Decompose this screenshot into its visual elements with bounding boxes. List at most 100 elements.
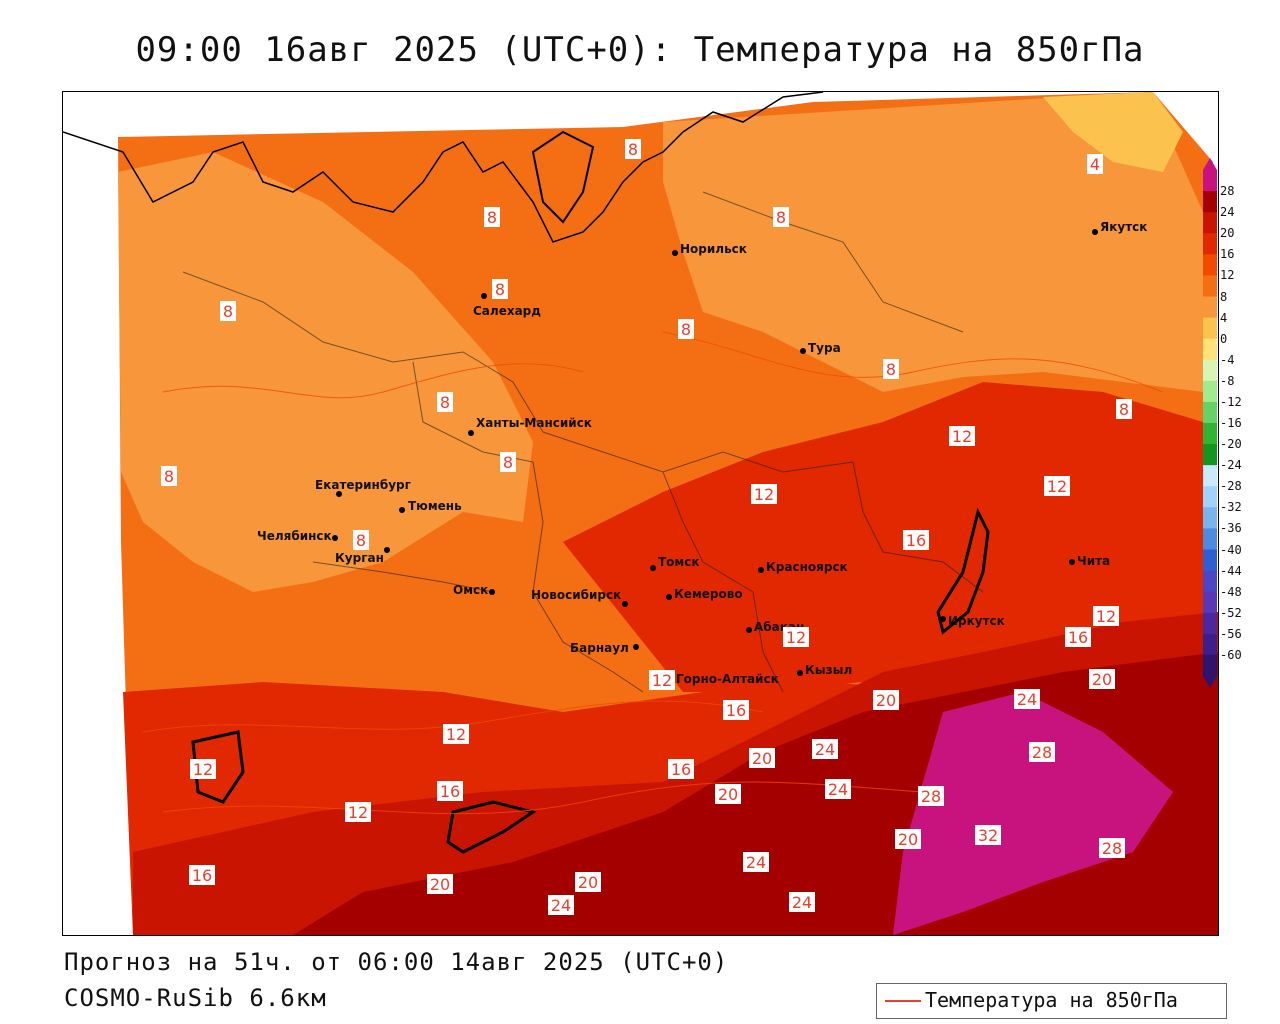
contour-label: 16 — [189, 865, 215, 885]
contour-label: 24 — [1014, 689, 1040, 709]
colorbar-tick-label: 20 — [1220, 226, 1235, 241]
colorbar-tick-label: -56 — [1220, 626, 1242, 641]
colorbar-tick-label: 12 — [1220, 268, 1235, 283]
colorbar-tick-label: -40 — [1220, 542, 1242, 557]
city-marker: Челябинск — [257, 529, 338, 543]
city-marker: Томск — [650, 555, 700, 571]
city-marker: Салехард — [473, 293, 541, 318]
colorbar-tick-label: -4 — [1220, 352, 1235, 367]
contour-label: 12 — [443, 724, 469, 744]
svg-text:16: 16 — [671, 760, 691, 779]
colorbar-tick-label: -28 — [1220, 479, 1242, 494]
map-title: 09:00 16авг 2025 (UTC+0): Температура на… — [135, 30, 1145, 70]
contour-label: 20 — [427, 874, 453, 894]
colorbar-swatch — [1203, 296, 1217, 319]
colorbar-swatch — [1203, 338, 1217, 361]
contour-label: 20 — [1089, 669, 1115, 689]
colorbar-swatch — [1203, 549, 1217, 572]
svg-text:24: 24 — [792, 893, 812, 912]
svg-text:Томск: Томск — [658, 555, 700, 569]
svg-text:4: 4 — [1090, 155, 1100, 174]
city-marker: Кызыл — [797, 663, 852, 677]
svg-text:8: 8 — [681, 320, 691, 339]
colorbar-swatch — [1203, 191, 1217, 213]
colorbar-swatch — [1203, 401, 1217, 424]
colorbar-swatch — [1203, 570, 1217, 593]
colorbar-tick-label: 24 — [1220, 205, 1235, 220]
svg-text:Норильск: Норильск — [680, 242, 747, 256]
contour-label: 24 — [825, 779, 851, 799]
contour-label: 16 — [903, 530, 929, 550]
contour-label: 12 — [949, 426, 975, 446]
svg-text:12: 12 — [193, 760, 213, 779]
svg-text:8: 8 — [164, 467, 174, 486]
contour-label: 4 — [1087, 154, 1103, 174]
map-legend: Температура на 850гПа — [876, 983, 1227, 1019]
colorbar-tick-label: 4 — [1220, 310, 1228, 325]
colorbar-swatch — [1203, 275, 1217, 297]
contour-label: 28 — [918, 786, 944, 806]
contour-label: 24 — [789, 892, 815, 912]
svg-text:20: 20 — [578, 873, 598, 892]
svg-text:12: 12 — [786, 628, 806, 647]
contour-label: 8 — [161, 466, 177, 486]
model-name: COSMO-RuSib 6.6км — [64, 984, 327, 1012]
svg-text:16: 16 — [440, 782, 460, 801]
colorbar-swatch — [1203, 444, 1217, 466]
svg-text:8: 8 — [628, 140, 638, 159]
colorbar-swatch — [1203, 359, 1217, 382]
contour-label: 12 — [751, 484, 777, 504]
contour-label: 12 — [1093, 606, 1119, 626]
colorbar-swatch — [1203, 507, 1217, 529]
svg-text:Барнаул: Барнаул — [570, 641, 629, 655]
city-marker: Чита — [1069, 554, 1110, 568]
city-marker: Тура — [800, 341, 841, 355]
contour-label: 32 — [975, 825, 1001, 845]
svg-text:8: 8 — [356, 531, 366, 550]
colorbar-swatch — [1203, 654, 1217, 677]
colorbar-swatch — [1203, 528, 1217, 550]
svg-text:Красноярск: Красноярск — [766, 560, 848, 574]
contour-label: 20 — [715, 784, 741, 804]
svg-text:12: 12 — [952, 427, 972, 446]
contour-label: 8 — [500, 452, 516, 472]
city-marker: Ханты-Мансийск — [468, 416, 592, 436]
contour-label: 8 — [1116, 399, 1132, 419]
svg-text:Тура: Тура — [808, 341, 841, 355]
svg-text:Горно-Алтайск: Горно-Алтайск — [676, 672, 779, 686]
svg-text:20: 20 — [876, 691, 896, 710]
city-marker: Омск — [453, 583, 495, 597]
colorbar-tick-label: -44 — [1220, 563, 1242, 578]
colorbar-labels: 28 24 20 16 12 8 4 0 -4 -8 -12 -16 -20 -24 -28 -32 -36 -4… — [1220, 0, 1280, 1024]
svg-text:8: 8 — [487, 208, 497, 227]
contour-label: 12 — [190, 759, 216, 779]
colorbar-tick-label: -16 — [1220, 416, 1242, 430]
colorbar-arrow-bottom — [1203, 676, 1217, 688]
svg-text:Кызыл: Кызыл — [805, 663, 852, 677]
svg-text:8: 8 — [440, 393, 450, 412]
svg-text:8: 8 — [503, 453, 513, 472]
svg-text:28: 28 — [1102, 839, 1122, 858]
svg-text:20: 20 — [752, 749, 772, 768]
contour-label: 8 — [437, 392, 453, 412]
svg-text:8: 8 — [776, 208, 786, 227]
contour-label: 24 — [812, 739, 838, 759]
contour-label: 24 — [743, 852, 769, 872]
contour-label: 20 — [575, 872, 601, 892]
contour-label: 8 — [678, 319, 694, 339]
contour-label: 20 — [873, 690, 899, 710]
city-marker: Кемерово — [666, 587, 743, 601]
city-marker: Красноярск — [758, 560, 848, 574]
contour-label: 16 — [437, 781, 463, 801]
svg-text:8: 8 — [495, 280, 505, 299]
colorbar-swatch — [1203, 633, 1217, 656]
colorbar-tick-label: -52 — [1220, 605, 1242, 620]
contour-label: 28 — [1029, 742, 1055, 762]
svg-text:Новосибирск: Новосибирск — [531, 588, 621, 602]
colorbar-swatch — [1203, 380, 1217, 403]
colorbar-swatch — [1203, 486, 1217, 508]
svg-text:Курган: Курган — [335, 551, 384, 565]
legend-label: Температура на 850гПа — [925, 988, 1178, 1012]
contour-label: 12 — [345, 802, 371, 822]
contour-label: 12 — [649, 670, 675, 690]
